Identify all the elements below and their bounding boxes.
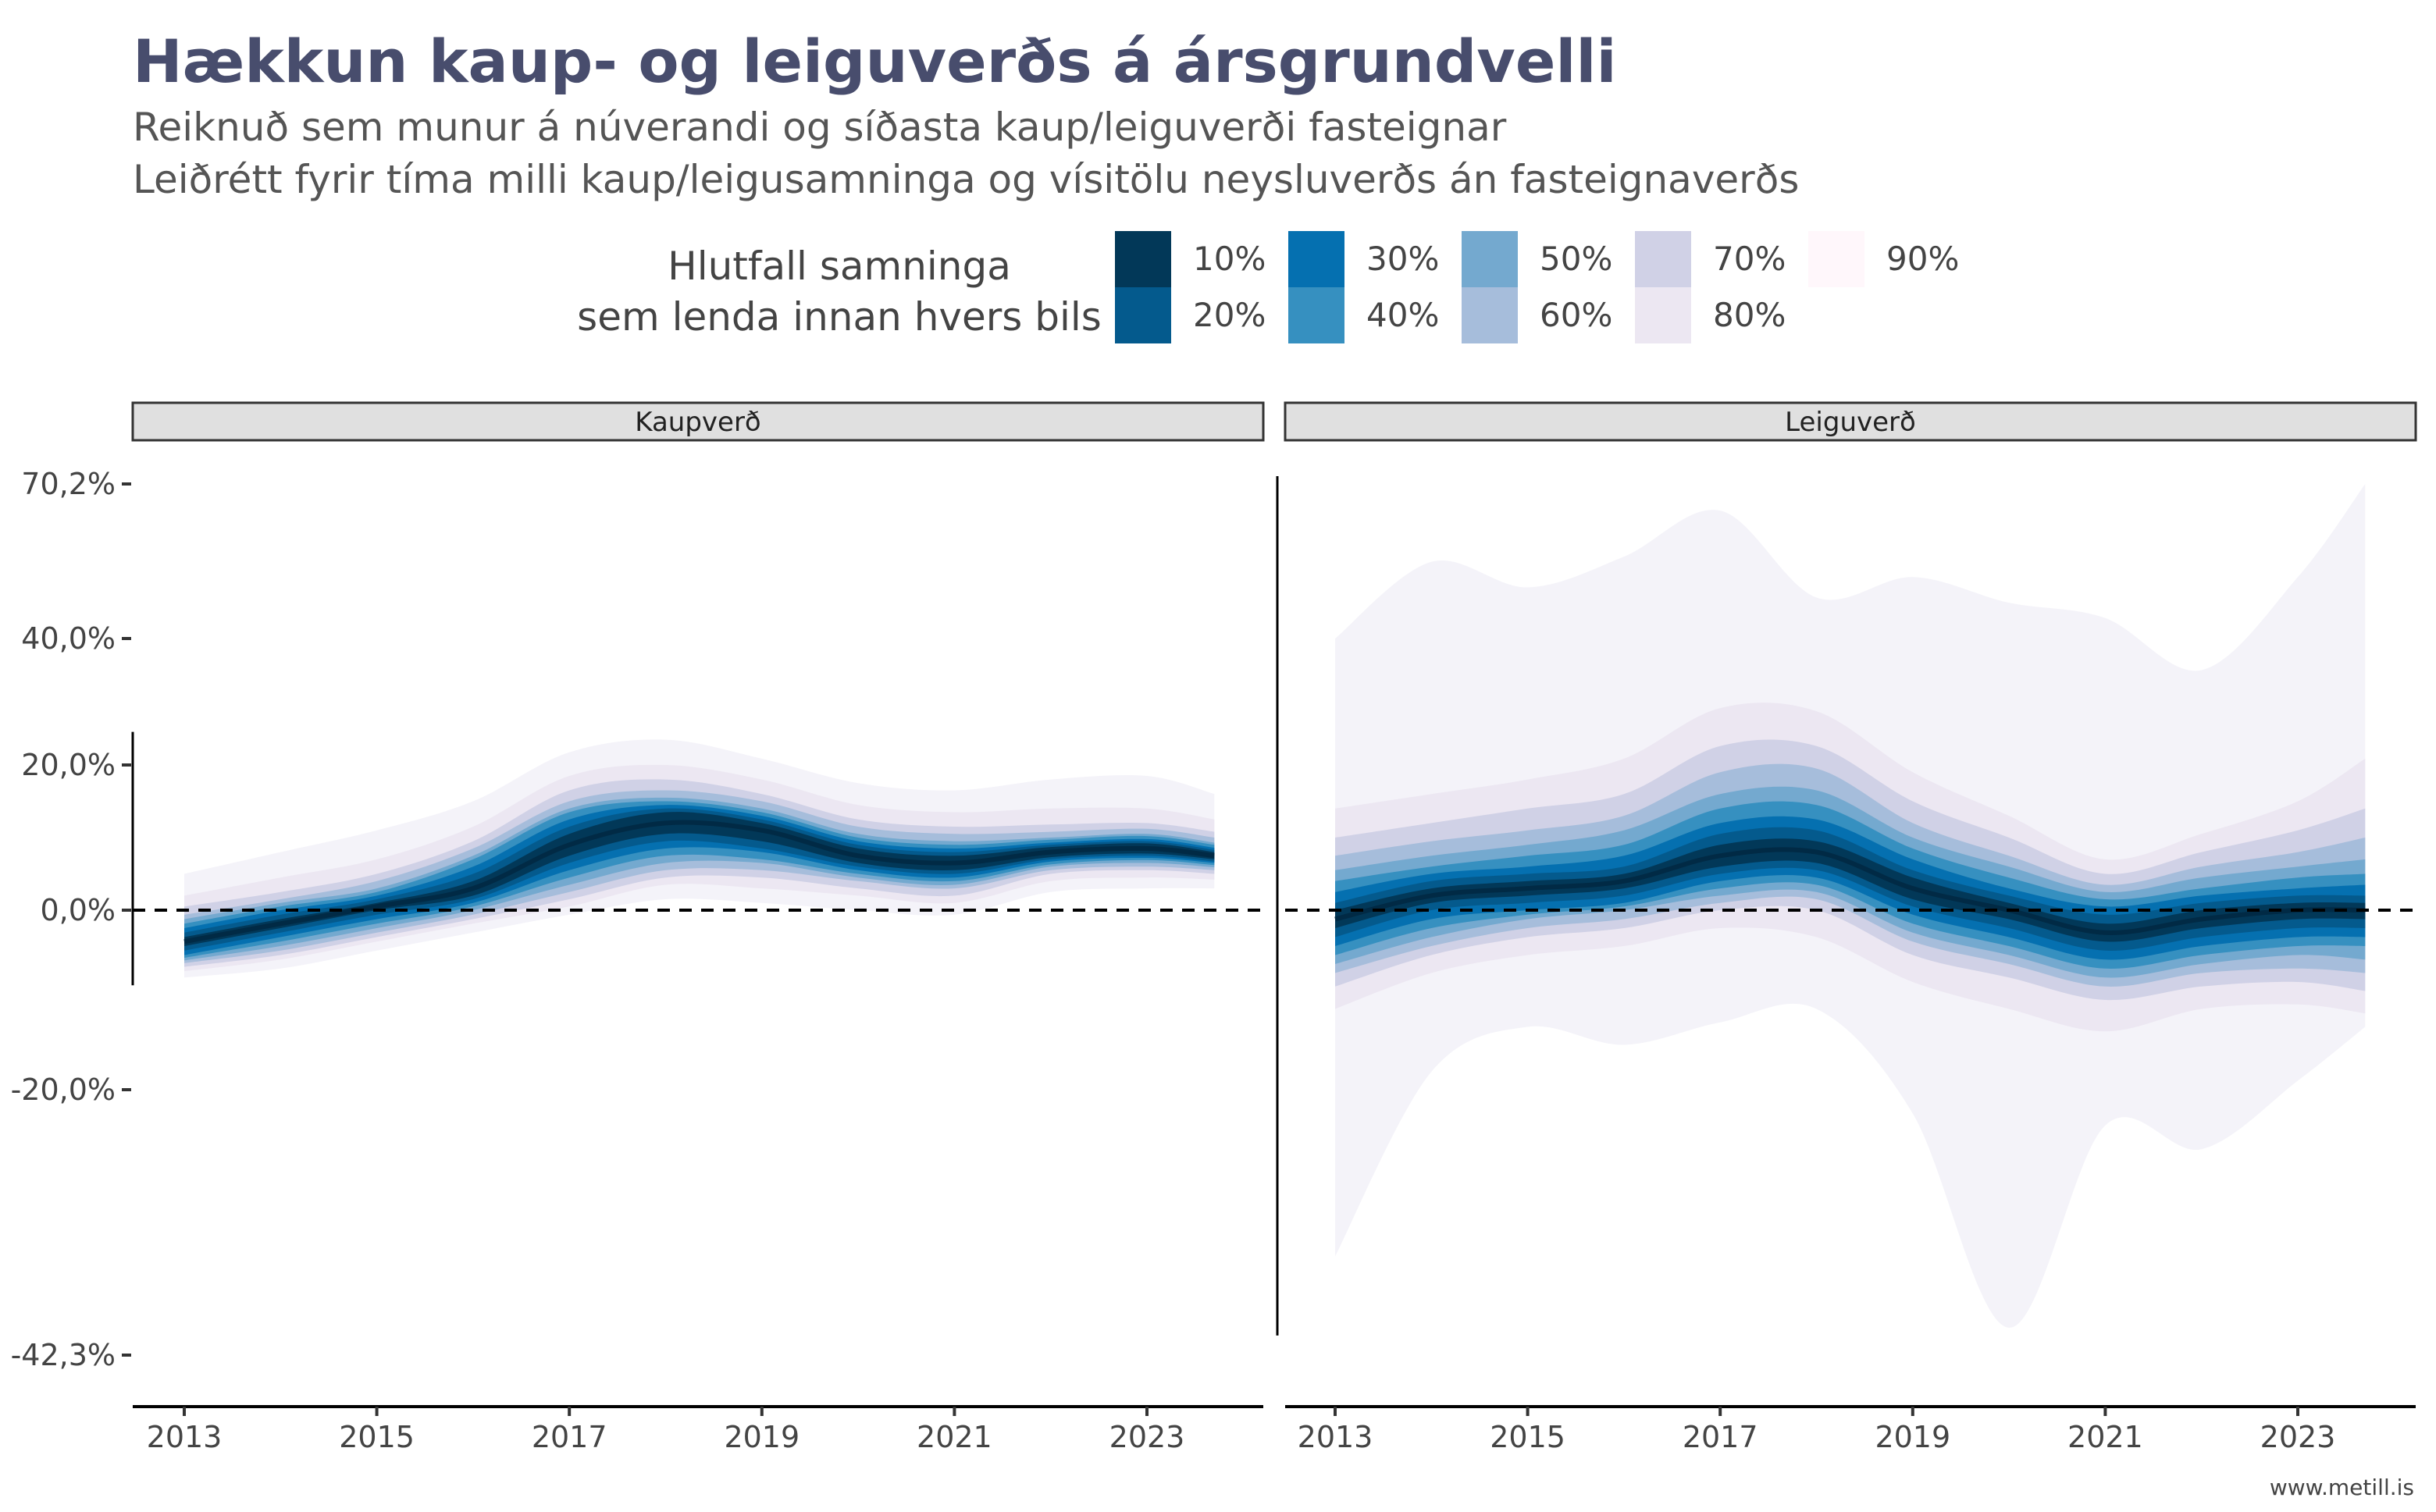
legend-label: 40% <box>1366 296 1439 334</box>
legend-item: 10% <box>1115 231 1266 287</box>
legend-label: 50% <box>1540 240 1612 278</box>
band-10pct <box>1335 838 2366 942</box>
legend-swatch <box>1462 287 1518 343</box>
band-20pct <box>184 808 1215 951</box>
strip-background <box>1284 401 2417 442</box>
x-tick-label: 2021 <box>2067 1420 2143 1454</box>
chart-subtitle-1: Reiknuð sem munur á núverandi og síðasta… <box>133 105 1507 150</box>
legend-swatch <box>1635 231 1691 287</box>
median-line <box>1334 847 2366 935</box>
legend-label: 20% <box>1193 296 1266 334</box>
legend-item: 80% <box>1635 287 1786 343</box>
y-tick-label: 70,2% <box>21 467 116 501</box>
legend-label: 30% <box>1366 240 1439 278</box>
y-tick-label: 20,0% <box>21 748 116 782</box>
source-caption: www.metill.is <box>2270 1475 2414 1500</box>
y-tick-label: 40,0% <box>21 621 116 656</box>
x-axis-kaupverd: 2013 2015 2017 2019 2021 2023 <box>133 1405 1263 1454</box>
x-tick-label: 2019 <box>724 1420 800 1454</box>
strip-label-kaupverd: Kaupverð <box>635 407 760 438</box>
facet-strip-kaupverd: Kaupverð <box>131 401 1265 442</box>
legend-swatch <box>1635 287 1691 343</box>
band-60pct <box>184 790 1215 963</box>
strip-background <box>131 401 1265 442</box>
x-tick-label: 2023 <box>1109 1420 1185 1454</box>
legend-swatch <box>1115 287 1171 343</box>
legend-item: 60% <box>1462 287 1612 343</box>
x-tick-label: 2021 <box>917 1420 992 1454</box>
legend-swatch <box>1115 231 1171 287</box>
x-tick-label: 2017 <box>1683 1420 1758 1454</box>
chart-subtitle-2: Leiðrétt fyrir tíma milli kaup/leigusamn… <box>133 157 1799 202</box>
x-tick-label: 2015 <box>339 1420 415 1454</box>
legend-label: 70% <box>1713 240 1786 278</box>
legend-title-1: Hlutfall samninga <box>668 244 1011 289</box>
panel-leiguverd <box>1276 476 2416 1336</box>
legend-item: 90% <box>1808 231 1959 287</box>
x-tick-label: 2023 <box>2260 1420 2336 1454</box>
y-axis: 70,2% 40,0% 20,0% 0,0% -20,0% -42,3% <box>11 467 131 1372</box>
y-tick-label: -20,0% <box>11 1073 116 1107</box>
x-tick-label: 2013 <box>147 1420 223 1454</box>
x-tick-label: 2015 <box>1490 1420 1565 1454</box>
legend-swatch <box>1288 287 1344 343</box>
legend: Hlutfall samninga sem lenda innan hvers … <box>577 231 1959 343</box>
legend-label: 10% <box>1193 240 1266 278</box>
legend-label: 80% <box>1713 296 1786 334</box>
strip-label-leiguverd: Leiguverð <box>1785 407 1916 438</box>
facet-strip-leiguverd: Leiguverð <box>1284 401 2417 442</box>
legend-swatch <box>1462 231 1518 287</box>
legend-items: 10% 20% 30% 40% 50% 60% 70% 80% 90% <box>1115 231 1959 343</box>
x-tick-label: 2019 <box>1875 1420 1950 1454</box>
x-tick-label: 2017 <box>532 1420 607 1454</box>
chart-title: Hækkun kaup- og leiguverðs á ársgrundvel… <box>133 27 1617 96</box>
y-tick-label: -42,3% <box>11 1338 116 1372</box>
panel-kaupverd <box>131 731 1263 986</box>
legend-label: 60% <box>1540 296 1612 334</box>
legend-item: 50% <box>1462 231 1612 287</box>
legend-item: 30% <box>1288 231 1439 287</box>
band-20pct <box>1335 827 2366 951</box>
legend-title-2: sem lenda innan hvers bils <box>577 294 1102 340</box>
legend-item: 40% <box>1288 287 1439 343</box>
legend-item: 70% <box>1635 231 1786 287</box>
legend-label: 90% <box>1886 240 1959 278</box>
x-axis-leiguverd: 2013 2015 2017 2019 2021 2023 <box>1285 1405 2416 1454</box>
legend-swatch <box>1808 231 1864 287</box>
legend-swatch <box>1288 231 1344 287</box>
y-tick-label: 0,0% <box>40 893 116 927</box>
x-tick-label: 2013 <box>1298 1420 1373 1454</box>
legend-item: 20% <box>1115 287 1266 343</box>
